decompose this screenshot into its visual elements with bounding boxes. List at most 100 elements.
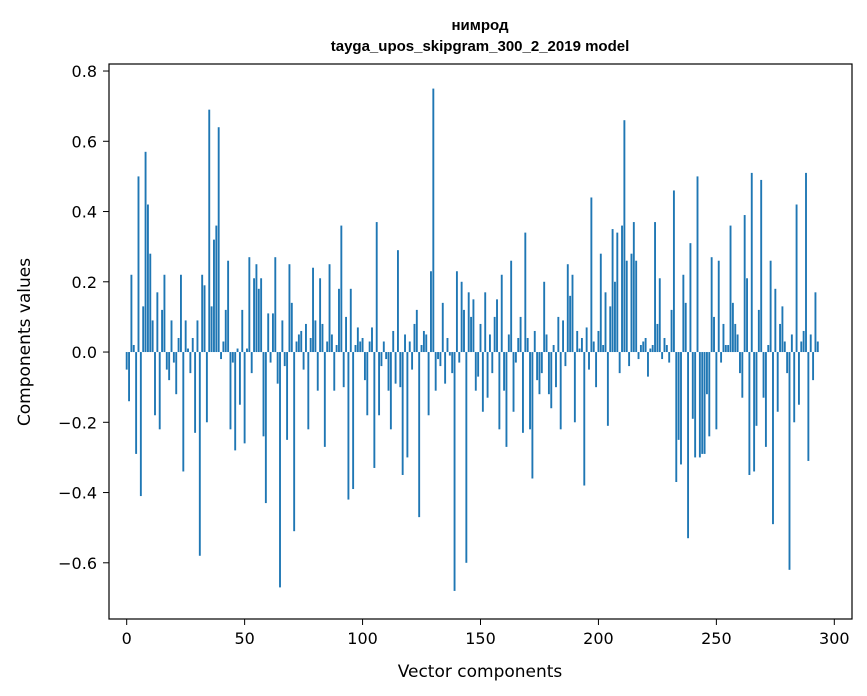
bar-component-189 — [571, 274, 574, 353]
bar-component-199 — [595, 352, 598, 388]
bar-component-33 — [203, 285, 206, 353]
bar-component-97 — [354, 345, 357, 353]
bar-component-231 — [670, 309, 673, 353]
bar-component-93 — [345, 316, 347, 353]
bar-component-134 — [441, 302, 444, 353]
bar-component-210 — [621, 225, 623, 353]
bar-component-56 — [257, 288, 260, 353]
bar-component-22 — [177, 337, 180, 353]
bar-component-84 — [323, 352, 326, 447]
bar-component-260 — [739, 352, 741, 374]
bar-component-220 — [644, 337, 647, 353]
bar-component-109 — [382, 341, 385, 353]
bar-component-225 — [656, 323, 659, 353]
bar-component-204 — [606, 352, 609, 426]
bar-component-9 — [146, 204, 149, 353]
bar-component-191 — [576, 330, 579, 353]
bar-component-34 — [205, 352, 208, 423]
bar-component-119 — [406, 352, 409, 458]
bar-component-207 — [614, 281, 616, 353]
bar-component-238 — [687, 352, 690, 539]
bar-component-248 — [710, 257, 713, 353]
bar-component-211 — [623, 120, 626, 353]
bar-component-144 — [465, 352, 468, 563]
y-tick-label: 0.4 — [72, 203, 97, 222]
bar-component-23 — [180, 274, 182, 353]
y-tick-label: 0.0 — [72, 343, 97, 362]
bar-component-169 — [524, 232, 527, 353]
bar-component-127 — [425, 334, 428, 353]
bar-component-267 — [755, 352, 758, 426]
bar-component-122 — [413, 323, 416, 353]
bar-component-171 — [529, 352, 531, 430]
y-tick-label: −0.6 — [58, 554, 97, 573]
bar-component-213 — [628, 352, 631, 367]
bar-component-0 — [125, 352, 128, 370]
bar-component-215 — [632, 222, 635, 353]
bar-component-192 — [578, 348, 581, 353]
bar-component-44 — [229, 352, 232, 430]
bar-component-57 — [260, 278, 263, 353]
bar-component-131 — [434, 352, 437, 391]
bar-component-143 — [463, 309, 465, 353]
bar-component-120 — [408, 341, 411, 353]
bar-component-152 — [484, 292, 487, 353]
bar-component-293 — [816, 341, 819, 353]
bar-component-1 — [128, 352, 130, 402]
bar-component-229 — [665, 345, 668, 353]
bar-component-6 — [139, 352, 142, 497]
bar-component-209 — [618, 352, 621, 374]
bar-component-281 — [788, 352, 791, 570]
bar-component-124 — [418, 352, 421, 518]
bar-component-190 — [573, 352, 576, 423]
bar-component-237 — [684, 302, 687, 353]
bar-component-153 — [486, 352, 489, 398]
bar-component-155 — [491, 352, 494, 374]
bar-component-32 — [201, 274, 204, 353]
bar-component-156 — [493, 316, 496, 353]
bar-component-244 — [701, 352, 704, 454]
bar-component-136 — [446, 337, 449, 353]
bars-group — [125, 88, 819, 591]
bar-component-89 — [335, 345, 338, 353]
bar-component-146 — [470, 316, 473, 353]
bar-component-64 — [276, 352, 279, 384]
bar-component-7 — [142, 306, 145, 353]
bar-component-15 — [161, 309, 164, 353]
bar-component-137 — [448, 352, 451, 356]
bar-component-183 — [557, 316, 560, 353]
bar-component-266 — [753, 352, 756, 472]
bar-component-172 — [531, 352, 534, 479]
bar-component-181 — [552, 345, 555, 353]
bar-component-243 — [698, 352, 701, 458]
bar-component-111 — [387, 352, 390, 391]
bar-component-176 — [540, 352, 543, 374]
bar-component-282 — [790, 334, 793, 353]
bar-component-254 — [724, 345, 727, 353]
bar-component-17 — [165, 352, 168, 370]
bar-component-80 — [314, 320, 317, 353]
y-axis-ticks: −0.6 −0.4 −0.2 0.0 0.2 0.4 0.6 0.8 — [58, 62, 109, 573]
plot-frame — [108, 63, 853, 620]
bar-component-12 — [154, 352, 156, 416]
bar-component-206 — [611, 229, 614, 353]
bar-component-168 — [522, 352, 524, 433]
bar-component-20 — [172, 352, 175, 363]
x-tick-label: 300 — [819, 629, 850, 648]
bar-component-252 — [720, 352, 723, 363]
bar-component-251 — [717, 260, 720, 353]
bar-component-114 — [394, 352, 397, 384]
bar-component-104 — [371, 327, 373, 353]
bar-component-139 — [453, 352, 456, 591]
bar-component-161 — [505, 352, 508, 447]
bar-component-265 — [750, 172, 753, 353]
bar-component-105 — [373, 352, 376, 468]
bar-component-27 — [189, 352, 192, 374]
bar-component-65 — [279, 352, 281, 588]
bar-component-16 — [163, 274, 166, 353]
bar-component-140 — [455, 271, 458, 353]
bar-component-8 — [144, 151, 147, 353]
bar-component-277 — [779, 323, 782, 353]
bar-component-50 — [243, 352, 246, 444]
bar-component-69 — [288, 264, 291, 353]
